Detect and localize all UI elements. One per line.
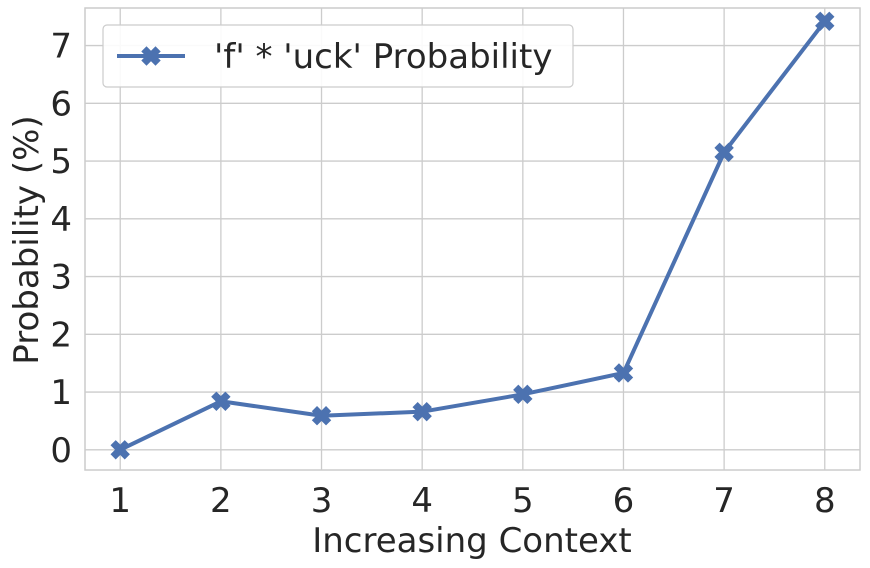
y-tick-label: 3 [50, 258, 72, 298]
x-tick-label: 6 [613, 481, 635, 521]
y-tick-label: 0 [50, 431, 72, 471]
y-tick-label: 4 [50, 200, 72, 240]
data-point-marker [613, 363, 634, 383]
x-tick-labels: 1 2 3 4 5 6 7 8 [109, 481, 835, 521]
x-axis-label: Increasing Context [312, 521, 632, 561]
series-line [119, 20, 827, 452]
legend: 'f' * 'uck' Probability [102, 24, 574, 88]
x-tick-label: 4 [411, 481, 433, 521]
x-tick-label: 2 [210, 481, 232, 521]
data-point-marker [714, 142, 734, 163]
y-tick-label: 5 [50, 142, 72, 182]
y-tick-label: 1 [50, 373, 72, 413]
data-point-marker [311, 406, 332, 426]
data-point-marker [412, 401, 432, 422]
y-tick-label: 2 [50, 315, 72, 355]
x-tick-label: 3 [311, 481, 333, 521]
y-tick-label: 6 [50, 84, 72, 124]
data-point-marker [110, 440, 130, 460]
x-tick-label: 1 [109, 481, 131, 521]
data-point-marker [513, 384, 533, 405]
legend-marker-x [141, 46, 161, 66]
data-point-marker [211, 391, 231, 411]
plot-frame [84, 7, 861, 471]
legend-label: 'f' * 'uck' Probability [214, 37, 552, 77]
y-axis-label: Probability (%) [7, 115, 47, 364]
x-tick-label: 7 [713, 481, 735, 521]
data-point-marker [815, 11, 835, 31]
legend-box [102, 24, 574, 88]
x-tick-label: 5 [512, 481, 534, 521]
y-tick-labels: 0 1 2 3 4 5 6 7 [50, 27, 72, 471]
y-tick-label: 7 [50, 27, 72, 67]
series-group [110, 11, 835, 460]
x-tick-label: 8 [814, 481, 836, 521]
